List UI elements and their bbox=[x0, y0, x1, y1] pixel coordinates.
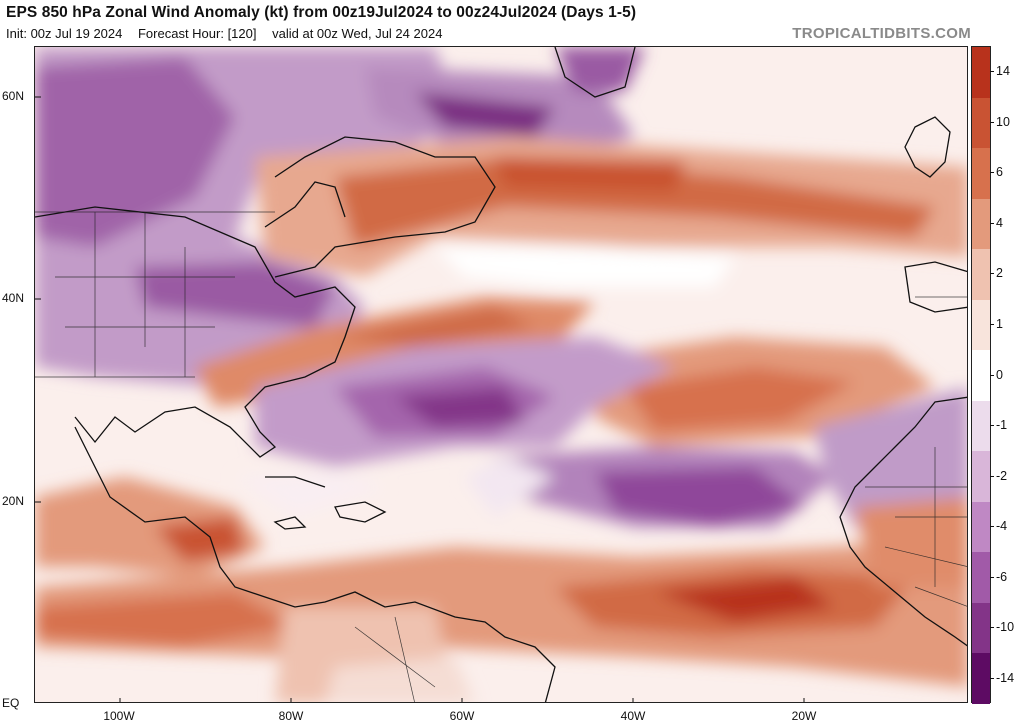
lon-label-20w: 20W bbox=[791, 709, 817, 723]
colorbar-label: -14 bbox=[996, 670, 1015, 685]
lat-label-60n: 60N bbox=[2, 89, 25, 103]
colorbar-tick bbox=[990, 323, 994, 325]
colorbar-label: 6 bbox=[996, 165, 1003, 180]
colorbar-label: -6 bbox=[996, 569, 1008, 584]
colorbar-tick bbox=[990, 425, 994, 427]
colorbar-tick bbox=[990, 526, 994, 528]
lon-label-80w: 80W bbox=[278, 709, 304, 723]
political-borders bbox=[35, 211, 967, 702]
lon-label-100w: 100W bbox=[103, 709, 135, 723]
lon-label-40w: 40W bbox=[620, 709, 646, 723]
chart-subtitle: Init: 00z Jul 19 2024 Forecast Hour: [12… bbox=[6, 26, 454, 41]
brand-watermark: TROPICALTIDBITS.COM bbox=[792, 25, 971, 42]
colorbar-label: 14 bbox=[996, 64, 1010, 79]
colorbar-segment bbox=[972, 400, 990, 452]
lat-label-eq: EQ bbox=[2, 696, 20, 710]
colorbar-tick bbox=[990, 172, 994, 174]
colorbar-segment bbox=[972, 299, 990, 351]
colorbar-segment bbox=[972, 451, 990, 503]
lat-label-40n: 40N bbox=[2, 291, 25, 305]
colorbar-segment bbox=[972, 148, 990, 200]
colorbar-label: 10 bbox=[996, 114, 1010, 129]
colorbar-label: 4 bbox=[996, 215, 1003, 230]
colorbar-label: -2 bbox=[996, 468, 1008, 483]
colorbar bbox=[971, 46, 991, 705]
colorbar-segment bbox=[972, 97, 990, 149]
init-time: Init: 00z Jul 19 2024 bbox=[6, 26, 123, 41]
colorbar-tick bbox=[990, 677, 994, 679]
colorbar-segment bbox=[972, 602, 990, 654]
colorbar-segment bbox=[972, 501, 990, 553]
colorbar-segment bbox=[972, 552, 990, 604]
lat-label-20n: 20N bbox=[2, 494, 25, 508]
colorbar-tick bbox=[990, 576, 994, 578]
colorbar-label: -4 bbox=[996, 519, 1008, 534]
colorbar-segment bbox=[972, 47, 990, 99]
valid-time: valid at 00z Wed, Jul 24 2024 bbox=[272, 26, 443, 41]
colorbar-label: -1 bbox=[996, 418, 1008, 433]
colorbar-tick bbox=[990, 374, 994, 376]
forecast-hour: Forecast Hour: [120] bbox=[137, 26, 257, 41]
colorbar-tick bbox=[990, 273, 994, 275]
coastlines bbox=[35, 47, 967, 702]
colorbar-segment bbox=[972, 653, 990, 705]
chart-title: EPS 850 hPa Zonal Wind Anomaly (kt) from… bbox=[6, 4, 637, 21]
colorbar-label: 0 bbox=[996, 367, 1003, 382]
colorbar-label: 2 bbox=[996, 266, 1003, 281]
colorbar-label: 1 bbox=[996, 316, 1003, 331]
colorbar-segment bbox=[972, 198, 990, 250]
axis-ticks bbox=[35, 96, 805, 702]
colorbar-tick bbox=[990, 121, 994, 123]
anomaly-field bbox=[35, 47, 967, 702]
colorbar-label: -10 bbox=[996, 620, 1015, 635]
colorbar-segment bbox=[972, 350, 990, 402]
colorbar-tick bbox=[990, 627, 994, 629]
lon-label-60w: 60W bbox=[449, 709, 475, 723]
anomaly-map bbox=[34, 46, 968, 703]
colorbar-tick bbox=[990, 475, 994, 477]
map-canvas bbox=[35, 47, 967, 702]
colorbar-tick bbox=[990, 71, 994, 73]
colorbar-tick bbox=[990, 222, 994, 224]
colorbar-segment bbox=[972, 249, 990, 301]
